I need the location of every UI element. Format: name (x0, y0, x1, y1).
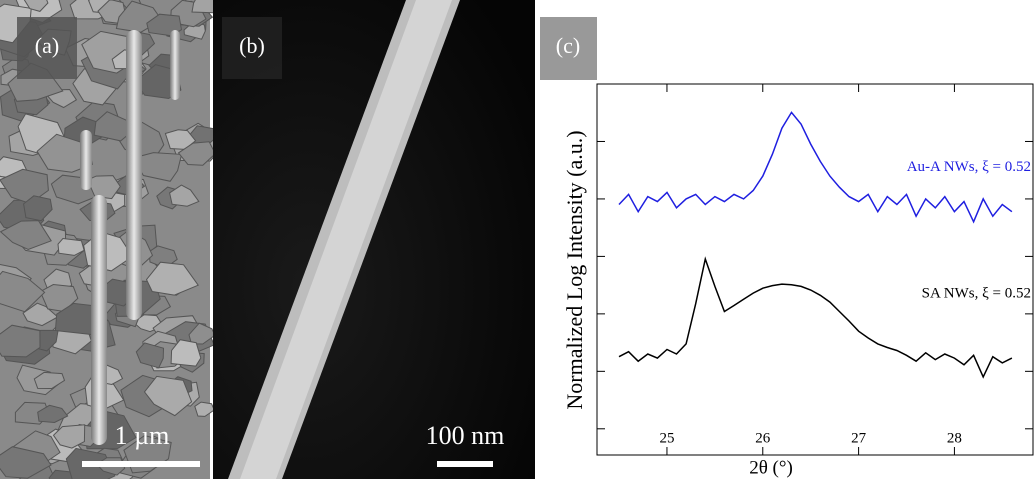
panel-label: (a) (35, 33, 59, 58)
grain (194, 401, 215, 417)
panel-label: (b) (239, 33, 265, 58)
x-axis-label: 2θ (°) (749, 457, 793, 478)
grain (37, 404, 69, 424)
nanowire-core (240, 0, 452, 479)
grain (0, 220, 52, 251)
grain (170, 339, 202, 367)
nanowire (126, 30, 142, 320)
label-box (17, 17, 77, 79)
grain (52, 424, 86, 449)
data-line (618, 256, 1013, 379)
y-axis-label: Normalized Log Intensity (a.u.) (562, 130, 587, 409)
scale-bar-label: 100 nm (426, 421, 505, 450)
label-box (222, 17, 282, 79)
grain (0, 270, 46, 313)
grain (23, 195, 53, 222)
series-label: SA NWs, ξ = 0.52 (922, 285, 1031, 301)
panel-label: (c) (556, 33, 580, 58)
data-line (618, 111, 1013, 224)
x-tick-label: 26 (755, 430, 771, 446)
plot-frame (596, 83, 1034, 456)
x-tick-label: 27 (851, 430, 867, 446)
grain (135, 342, 165, 369)
grain (23, 0, 49, 12)
nanowire (80, 130, 92, 190)
grain (177, 141, 216, 166)
grain (33, 371, 66, 390)
label-box (540, 17, 597, 80)
grain (0, 324, 41, 358)
grain (22, 302, 59, 327)
grain (143, 375, 193, 417)
sem-image-a (0, 0, 224, 479)
grain (169, 184, 200, 207)
nanowire (91, 195, 107, 445)
nanowire (170, 30, 180, 100)
grain (0, 446, 52, 479)
grain (188, 322, 216, 345)
grain (145, 261, 199, 296)
series-label: Au-A NWs, ξ = 0.52 (907, 159, 1031, 175)
grain (57, 237, 85, 256)
x-tick-label: 25 (659, 430, 674, 446)
sem-image-b (213, 0, 535, 479)
scale-bar-label: 1 µm (115, 421, 170, 450)
x-tick-label: 28 (947, 430, 962, 446)
